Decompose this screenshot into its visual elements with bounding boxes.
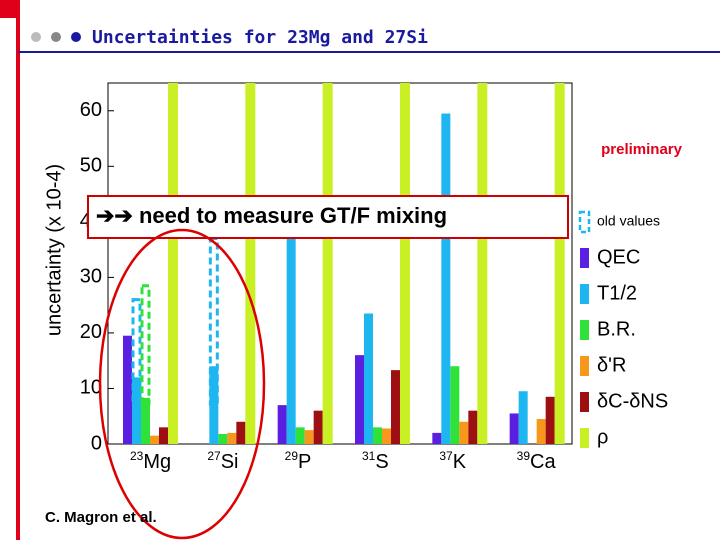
dot xyxy=(31,32,41,42)
bar xyxy=(355,355,364,444)
bar xyxy=(468,410,478,444)
bar xyxy=(554,83,565,444)
old-value-bar xyxy=(140,284,151,406)
legend-label: ρ xyxy=(597,426,608,448)
bar xyxy=(286,210,296,444)
bar xyxy=(159,427,168,444)
legend-label: QEC xyxy=(597,246,640,268)
y-tick-label: 20 xyxy=(80,321,102,343)
bar xyxy=(123,335,132,444)
plot-frame xyxy=(107,82,573,445)
bar xyxy=(313,410,323,444)
legend-label: T1/2 xyxy=(597,282,637,304)
bar xyxy=(245,83,256,444)
left-stripe xyxy=(16,0,20,540)
x-tick-label: 27Si xyxy=(207,449,238,473)
bar xyxy=(509,413,519,444)
bar xyxy=(373,427,382,444)
bar xyxy=(227,432,237,444)
legend-swatch xyxy=(580,248,589,268)
legend-swatch xyxy=(578,210,591,234)
highlight-ellipse xyxy=(98,228,266,540)
slide-title: Uncertainties for 23Mg and 27Si xyxy=(92,27,428,48)
x-tick-label: 23Mg xyxy=(130,449,171,473)
bar xyxy=(450,366,460,444)
bar xyxy=(459,421,469,444)
bar xyxy=(218,434,228,444)
dot xyxy=(51,32,61,42)
bar xyxy=(304,430,314,444)
bar xyxy=(295,427,305,444)
y-axis-label: uncertainty (x 10-4) xyxy=(43,164,65,336)
bar xyxy=(536,419,546,444)
legend-swatch xyxy=(580,320,589,340)
bar xyxy=(391,370,400,444)
x-tick-label: 29P xyxy=(285,449,312,473)
y-tick-label: 50 xyxy=(80,155,102,177)
bar xyxy=(382,428,391,444)
bar xyxy=(150,435,159,444)
bar xyxy=(236,421,246,444)
bar xyxy=(545,396,555,444)
bar xyxy=(168,83,178,444)
y-tick-label: 60 xyxy=(80,99,102,121)
bar xyxy=(141,397,150,444)
old-value-bar xyxy=(131,298,142,406)
x-tick-label: 31S xyxy=(362,449,389,473)
y-tick-label: 30 xyxy=(80,266,102,288)
x-tick-label: 39Ca xyxy=(517,449,557,473)
legend-swatch xyxy=(580,392,589,412)
bar xyxy=(432,432,442,444)
y-tick-label: 0 xyxy=(91,432,102,454)
legend-label: δC-δNS xyxy=(597,390,668,412)
bar xyxy=(277,405,287,444)
legend-label: B.R. xyxy=(597,318,636,340)
dot xyxy=(71,32,81,42)
y-tick-label: 10 xyxy=(80,377,102,399)
credit: C. Magron et al. xyxy=(45,509,157,526)
legend-swatch xyxy=(580,428,589,448)
bar xyxy=(322,83,333,444)
preliminary-note: preliminary xyxy=(601,141,683,158)
bar xyxy=(132,377,141,444)
bar xyxy=(364,313,373,444)
legend-swatch xyxy=(580,284,589,304)
bar xyxy=(518,391,528,444)
legend-swatch xyxy=(580,356,589,376)
x-tick-label: 37K xyxy=(439,449,466,473)
bar xyxy=(400,83,410,444)
bar xyxy=(477,83,488,444)
banner-text: ➔➔ need to measure GT/F mixing xyxy=(96,203,447,228)
legend-label: δ'R xyxy=(597,354,626,376)
corner-square xyxy=(0,0,18,18)
bar xyxy=(209,366,219,444)
legend-label: old values xyxy=(597,213,660,229)
bar xyxy=(441,113,451,445)
